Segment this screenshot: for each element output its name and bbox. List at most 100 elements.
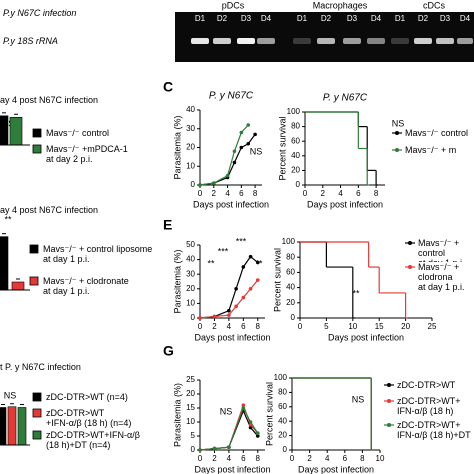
y-tick-label: 25 bbox=[186, 375, 195, 384]
bar bbox=[11, 281, 25, 291]
y-tick-label: 80 bbox=[291, 122, 300, 131]
x-tick-label: 2 bbox=[212, 454, 217, 463]
y-axis-label: Parasitemia (%) bbox=[172, 383, 182, 447]
x-tick-label: 4 bbox=[227, 322, 232, 331]
y-tick-label: 0 bbox=[296, 180, 301, 189]
x-axis-label: Days post infection bbox=[307, 199, 383, 209]
y-tick-label: 60 bbox=[286, 268, 295, 277]
annotation: NS bbox=[392, 118, 405, 128]
axis-line bbox=[291, 378, 380, 451]
data-point bbox=[246, 123, 251, 127]
data-point bbox=[232, 149, 237, 154]
y-tick-label: 30 bbox=[186, 124, 195, 133]
legend-marker bbox=[395, 131, 399, 135]
y-axis-label: Percent survival bbox=[277, 116, 287, 180]
x-tick-label: 0 bbox=[198, 454, 203, 463]
axis-line bbox=[299, 242, 432, 319]
data-point bbox=[212, 314, 217, 319]
y-tick-label: 10 bbox=[186, 299, 195, 308]
data-point bbox=[248, 254, 253, 259]
y-tick-label: 20 bbox=[186, 284, 195, 293]
bar bbox=[7, 406, 17, 446]
data-point bbox=[212, 446, 217, 451]
data-point bbox=[255, 260, 260, 265]
x-axis-label: Days post infection bbox=[298, 464, 374, 474]
y-tick-label: 100 bbox=[282, 237, 296, 246]
data-point bbox=[248, 420, 253, 424]
y-tick-label: 20 bbox=[186, 389, 195, 398]
data-point bbox=[225, 173, 230, 178]
y-tick-label: 0 bbox=[191, 313, 196, 322]
x-tick-label: 4 bbox=[227, 454, 232, 463]
legend-entry: Mavs⁻/⁻ + clodronate at day 1 p.i. bbox=[43, 276, 129, 296]
y-tick-label: 30 bbox=[186, 269, 195, 278]
y-tick-label: 40 bbox=[286, 283, 295, 292]
gel-infection-label: P.y N67C infection bbox=[3, 8, 77, 18]
data-point bbox=[246, 141, 251, 146]
y-tick-label: 40 bbox=[291, 151, 300, 160]
annotation: NS bbox=[4, 390, 17, 400]
gel-group-label: cDCs bbox=[423, 0, 445, 10]
legend-entry: Mavs⁻/⁻ control bbox=[405, 128, 469, 138]
legend-entry: zDC-DTR>WT+IFN-α/β (18 h)+DT (n=4) bbox=[46, 430, 140, 450]
axis-line bbox=[199, 245, 265, 319]
legend-entry: zDC-DTR>WT bbox=[397, 380, 456, 390]
legend-entry: Mavs⁻/⁻ +mPDCA-1 at day 2 p.i. bbox=[46, 144, 128, 164]
y-tick-label: 0 bbox=[283, 445, 288, 454]
series-line bbox=[199, 409, 259, 451]
y-tick-label: 40 bbox=[278, 416, 287, 425]
gel-lane-label: D3 bbox=[347, 14, 358, 23]
y-tick-label: 20 bbox=[291, 166, 300, 175]
panel-title: ay 4 post N67C infection bbox=[0, 95, 99, 105]
gel-gene-label: P.y 18S rRNA bbox=[3, 36, 58, 46]
annotation: NS bbox=[250, 146, 263, 156]
x-tick-label: 0 bbox=[290, 454, 295, 463]
y-tick-label: 20 bbox=[286, 298, 295, 307]
x-tick-label: 8 bbox=[374, 189, 379, 198]
data-point bbox=[253, 132, 257, 137]
y-tick-label: 5 bbox=[191, 431, 196, 440]
data-point bbox=[239, 145, 244, 150]
bar bbox=[0, 407, 7, 446]
gel-lane-label: D4 bbox=[371, 14, 382, 23]
legend-entry: Mavs⁻/⁻ + clodrona at day 1 p.i. bbox=[418, 262, 474, 292]
y-axis-label: Percent survival bbox=[272, 248, 282, 312]
data-point bbox=[239, 130, 244, 135]
legend-swatch bbox=[29, 276, 39, 286]
x-tick-label: 6 bbox=[239, 189, 244, 198]
y-axis-label: Percent survival bbox=[264, 382, 274, 446]
legend-entry: zDC-DTR>WT+ IFN-α/β (18 h) bbox=[397, 396, 461, 416]
panel-letter: C bbox=[163, 79, 173, 95]
y-tick-label: 0 bbox=[191, 445, 196, 454]
axis-line bbox=[304, 112, 385, 186]
legend-swatch bbox=[32, 128, 42, 138]
y-tick-label: 50 bbox=[186, 240, 195, 249]
y-tick-label: 20 bbox=[186, 143, 195, 152]
data-point bbox=[227, 445, 231, 450]
data-point bbox=[255, 434, 260, 438]
gel-lane-label: D2 bbox=[321, 14, 332, 23]
legend-entry: zDC-DTR>WT+ IFN-α/β (18 h)+DT bbox=[397, 420, 471, 440]
y-tick-label: 100 bbox=[274, 373, 288, 382]
data-point bbox=[241, 406, 246, 410]
x-tick-label: 8 bbox=[360, 454, 365, 463]
y-tick-label: 60 bbox=[278, 402, 287, 411]
data-point bbox=[227, 313, 231, 317]
panel-letter: E bbox=[163, 217, 172, 233]
x-tick-label: 0 bbox=[198, 322, 203, 331]
x-tick-label: 4 bbox=[338, 189, 343, 198]
data-point bbox=[234, 304, 238, 309]
gel-bands bbox=[191, 38, 473, 44]
panel-letter: G bbox=[163, 343, 174, 359]
legend-swatch bbox=[29, 244, 39, 254]
annotation: ** bbox=[207, 258, 215, 268]
y-tick-label: 80 bbox=[286, 252, 295, 261]
panel-title: ay 4 post N67C infection bbox=[0, 205, 99, 215]
annotation: ** bbox=[352, 288, 360, 298]
y-tick-label: 80 bbox=[278, 388, 287, 397]
y-tick-label: 100 bbox=[287, 107, 301, 116]
y-tick-label: 40 bbox=[186, 255, 195, 264]
y-tick-label: 15 bbox=[186, 403, 195, 412]
